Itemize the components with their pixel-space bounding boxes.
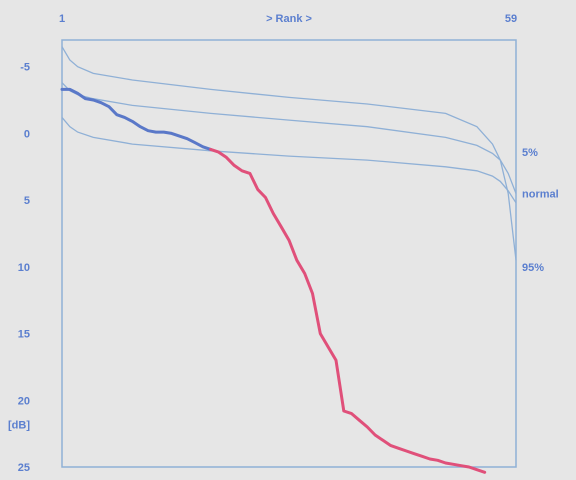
x-axis-label: > Rank > bbox=[266, 13, 312, 25]
series-label: 5% bbox=[522, 147, 538, 159]
y-tick-label: 25 bbox=[18, 462, 30, 474]
y-tick-label: 10 bbox=[18, 262, 30, 274]
plot-frame bbox=[61, 39, 517, 468]
envelope-line-5pct bbox=[61, 116, 517, 204]
observed-line-blue bbox=[60, 87, 213, 151]
series-label: normal bbox=[522, 188, 559, 200]
series-label: 95% bbox=[522, 262, 544, 274]
y-axis-label: [dB] bbox=[8, 419, 30, 431]
envelope-line-95pct bbox=[61, 46, 517, 261]
y-tick-label: 0 bbox=[24, 128, 30, 140]
y-tick-label: 20 bbox=[18, 395, 30, 407]
envelope-line-normal bbox=[61, 82, 517, 194]
y-tick-label: 5 bbox=[24, 195, 30, 207]
observed-line-red bbox=[209, 147, 487, 474]
x-tick-label: 1 bbox=[59, 13, 65, 25]
x-tick-label: 59 bbox=[505, 13, 517, 25]
y-tick-label: -5 bbox=[20, 62, 30, 74]
y-tick-label: 15 bbox=[18, 329, 30, 341]
